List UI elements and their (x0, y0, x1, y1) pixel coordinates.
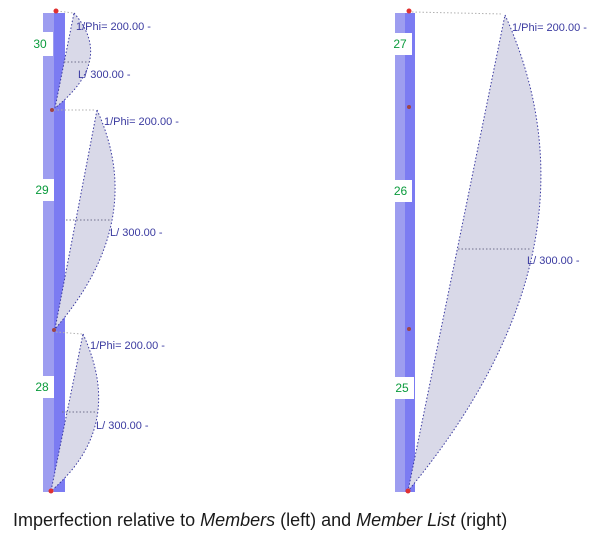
member-number-26: 26 (389, 180, 412, 202)
left-member-bar-dark (54, 13, 65, 492)
phi-label-member-28: 1/Phi= 200.00 - (90, 340, 165, 352)
l-label-member-list: L/ 300.00 - (527, 255, 580, 267)
l-label-member-30: L/ 300.00 - (78, 69, 131, 81)
phi-label-member-29: 1/Phi= 200.00 - (104, 116, 179, 128)
caption-text-end: (right) (455, 510, 508, 530)
node-marker-icon (407, 105, 411, 109)
figure-caption: Imperfection relative to Members (left) … (13, 509, 507, 531)
node-marker-icon (53, 8, 59, 14)
member-number-25: 25 (390, 377, 414, 399)
caption-text-start: Imperfection relative to (13, 510, 201, 530)
imperfection-bow-member-30 (54, 11, 92, 110)
phi-label-member-list: 1/Phi= 200.00 - (512, 22, 587, 34)
member-number-30: 30 (27, 32, 53, 56)
imperfection-bow-member-28 (50, 332, 100, 493)
imperfection-diagram: 1/Phi= 200.00 - L/ 300.00 - 1/Phi= 200.0… (27, 8, 587, 494)
member-number-27: 27 (388, 33, 412, 55)
caption-emphasis-members: Members (200, 510, 276, 530)
imperfection-bow-member-list (407, 13, 542, 492)
caption-text-middle: (left) and (275, 510, 357, 530)
node-marker-icon (405, 488, 411, 494)
node-marker-icon (52, 328, 56, 332)
node-marker-icon (48, 488, 54, 494)
leader-line-member-30 (56, 10, 74, 14)
member-number-28: 28 (30, 376, 54, 398)
diagram-canvas (43, 8, 542, 494)
l-label-member-29: L/ 300.00 - (110, 227, 163, 239)
node-marker-icon (407, 327, 411, 331)
right-member-bar-light (395, 13, 405, 492)
caption-emphasis-member-list: Member List (356, 510, 456, 530)
leader-line-member-list (411, 11, 504, 15)
l-label-member-28: L/ 300.00 - (96, 420, 149, 432)
phi-label-member-30: 1/Phi= 200.00 - (76, 21, 151, 33)
node-marker-icon (406, 8, 412, 14)
leader-line-member-28 (55, 331, 83, 335)
right-member-bar-dark (405, 13, 415, 492)
left-member-bar-light (43, 13, 54, 492)
member-number-29: 29 (30, 179, 54, 201)
node-marker-icon (50, 108, 54, 112)
